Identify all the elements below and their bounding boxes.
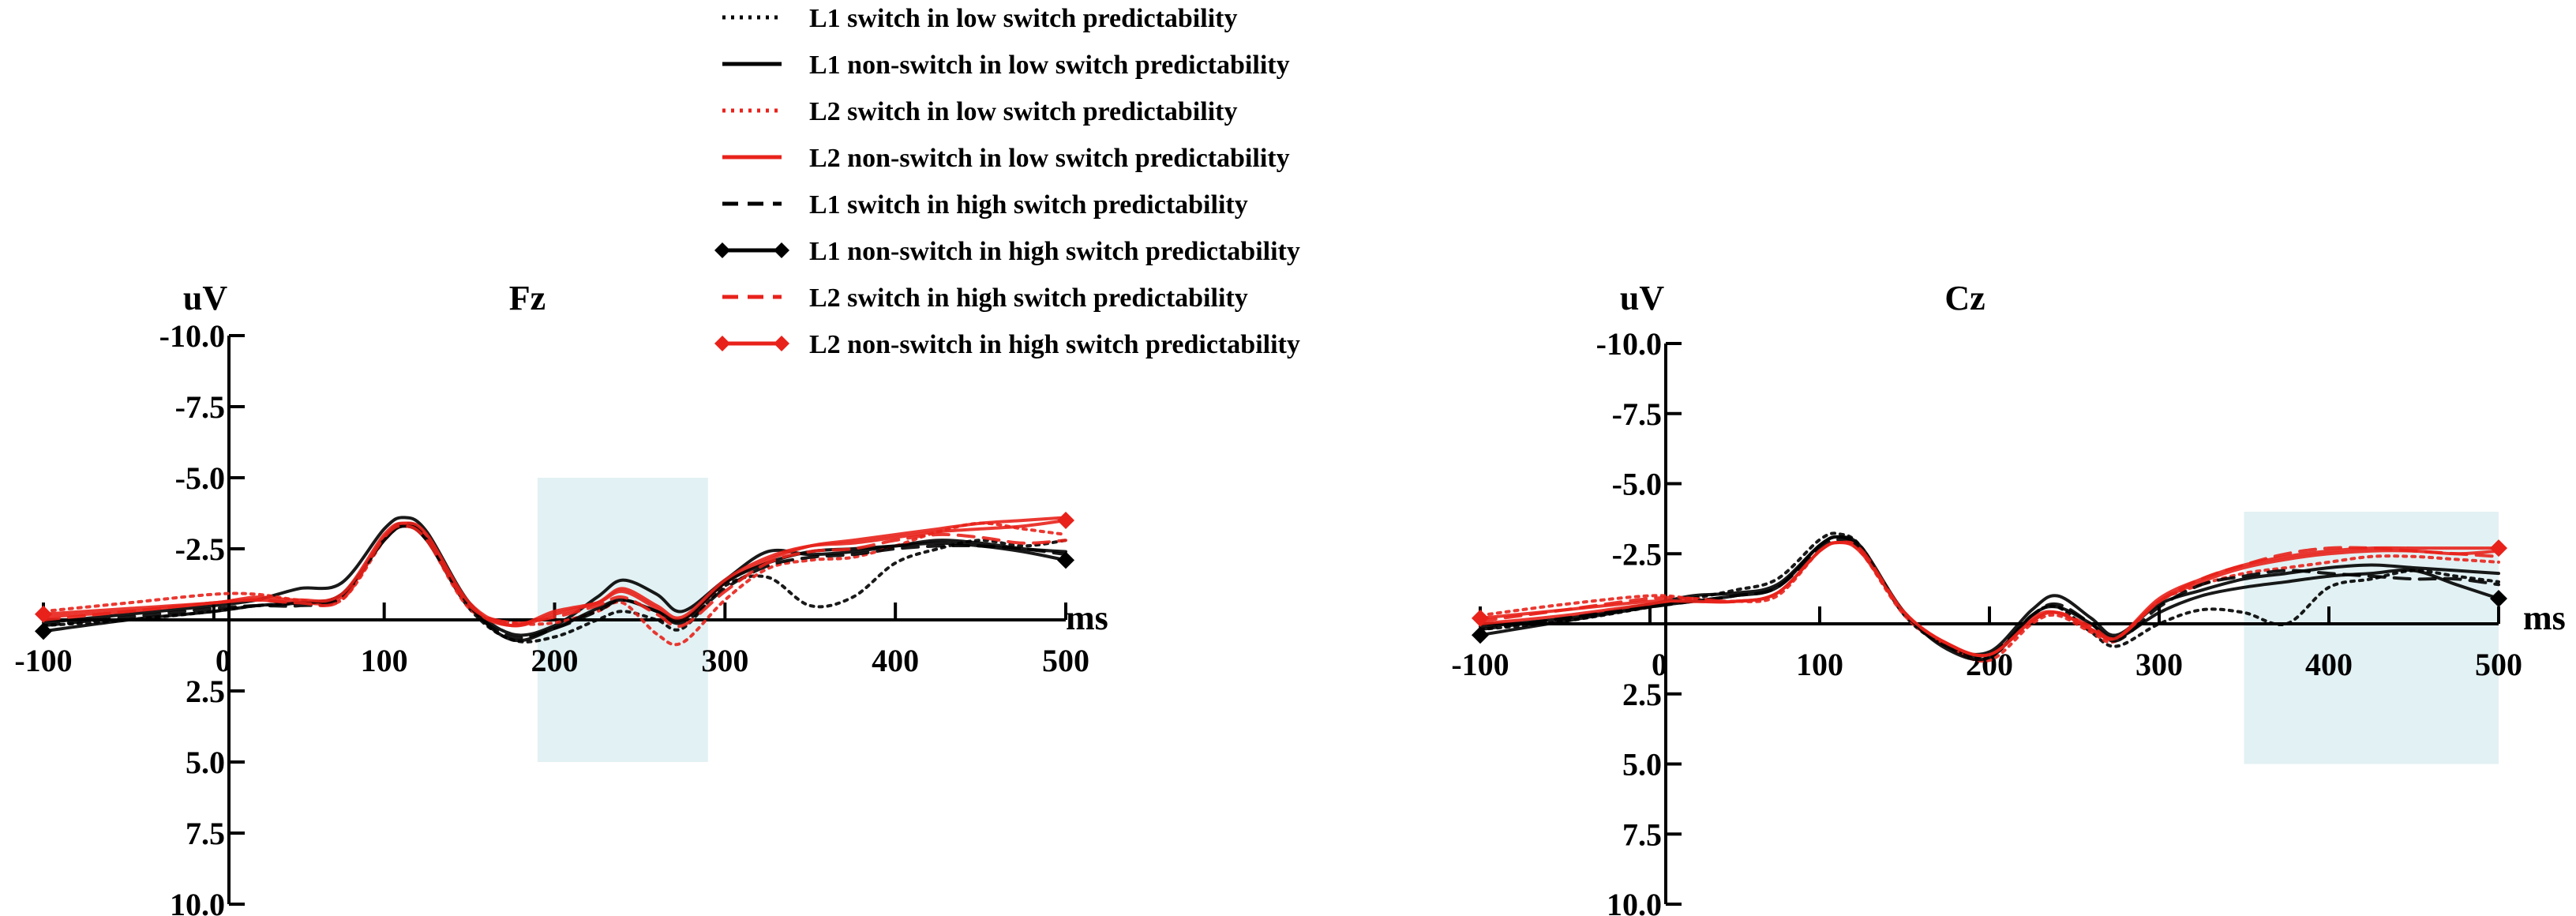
y-tick-label: 7.5 — [1622, 817, 1662, 852]
legend-label: L1 switch in high switch predictability — [809, 190, 1248, 220]
legend-label: L1 switch in low switch predictability — [809, 4, 1237, 33]
series-line — [42, 524, 1067, 629]
legend-item: L1 switch in high switch predictability — [722, 190, 1248, 220]
series-end-marker — [1057, 551, 1074, 569]
legend-item: L2 switch in low switch predictability — [722, 97, 1237, 126]
x-tick-label: -100 — [1451, 647, 1509, 682]
series-line — [42, 519, 1067, 628]
x-tick-label: 400 — [872, 643, 919, 678]
series-end-marker — [2490, 590, 2507, 608]
x-tick-label: 0 — [1652, 647, 1667, 682]
cz-panel-title: Cz — [1944, 279, 1985, 317]
y-tick-label: 10.0 — [1607, 887, 1662, 916]
legend-item: L1 non-switch in high switch predictabil… — [714, 237, 1300, 266]
y-tick-label: -2.5 — [175, 531, 225, 567]
y-tick-label: -10.0 — [159, 318, 225, 354]
series-end-marker — [35, 605, 52, 623]
x-tick-label: 300 — [2135, 647, 2183, 682]
y-tick-label: -2.5 — [1612, 536, 1662, 572]
cz-y-axis-unit: uV — [1620, 279, 1664, 317]
cz-x-axis-unit: ms — [2523, 599, 2566, 637]
legend-item: L2 non-switch in low switch predictabili… — [722, 144, 1290, 173]
legend-swatch-marker — [714, 336, 730, 351]
series-line — [1479, 535, 2500, 656]
y-tick-label: 5.0 — [1622, 747, 1662, 783]
y-tick-label: 2.5 — [186, 674, 225, 709]
legend-swatch-marker — [774, 336, 789, 351]
legend-label: L2 switch in high switch predictability — [809, 283, 1248, 313]
x-tick-label: 100 — [1796, 647, 1843, 682]
fz-panel-title: Fz — [509, 279, 546, 317]
series-end-marker — [1472, 609, 1489, 627]
legend-item: L1 switch in low switch predictability — [722, 4, 1237, 33]
fz-panel: Fz uV ms -10.0 -7.5 -5.0 -2.5 2.5 5.0 7.5 10.0 -… — [14, 279, 1108, 916]
y-tick-label: -5.0 — [1612, 467, 1662, 502]
series-end-marker — [1472, 626, 1489, 644]
y-tick-label: 10.0 — [170, 887, 225, 916]
legend-item: L1 non-switch in low switch predictabili… — [722, 51, 1290, 80]
y-tick-label: 7.5 — [186, 816, 225, 851]
legend-label: L2 non-switch in high switch predictabil… — [809, 330, 1300, 359]
x-tick-label: 400 — [2305, 647, 2353, 682]
series-line — [42, 521, 1067, 640]
x-tick-label: 300 — [701, 643, 748, 678]
series-end-marker — [2490, 539, 2507, 557]
x-tick-label: 200 — [531, 643, 579, 678]
legend-item: L2 switch in high switch predictability — [722, 283, 1248, 313]
y-tick-label: -7.5 — [175, 389, 225, 425]
x-tick-label: 500 — [2475, 647, 2522, 682]
series-line — [42, 524, 1067, 643]
series-line — [1479, 540, 2500, 663]
y-tick-label: -10.0 — [1596, 326, 1662, 362]
y-tick-label: 5.0 — [186, 745, 225, 780]
y-tick-label: -5.0 — [175, 460, 225, 496]
y-tick-label: -7.5 — [1612, 396, 1662, 432]
legend-swatch-marker — [774, 242, 789, 258]
x-tick-label: 500 — [1042, 643, 1089, 678]
legend-label: L2 switch in low switch predictability — [809, 97, 1237, 126]
legend-swatch-marker — [714, 242, 730, 258]
fz-x-axis-unit: ms — [1066, 599, 1108, 637]
legend: L1 switch in low switch predictability L1… — [714, 4, 1300, 359]
legend-label: L2 non-switch in low switch predictabili… — [809, 144, 1290, 173]
legend-item: L2 non-switch in high switch predictabil… — [714, 330, 1300, 359]
series-end-marker — [35, 622, 52, 640]
x-tick-label: 0 — [216, 643, 231, 678]
cz-panel: Cz uV ms -10.0 -7.5 -5.0 -2.5 2.5 5.0 7.5 10.0 -… — [1451, 279, 2565, 916]
y-tick-label: 2.5 — [1622, 677, 1662, 712]
series-end-marker — [1057, 512, 1074, 529]
x-tick-label: -100 — [14, 643, 72, 678]
series-line — [1479, 540, 2500, 658]
x-tick-label: 100 — [361, 643, 408, 678]
legend-label: L1 non-switch in low switch predictabili… — [809, 51, 1290, 80]
fz-y-axis-unit: uV — [183, 279, 227, 317]
legend-label: L1 non-switch in high switch predictabil… — [809, 237, 1300, 266]
